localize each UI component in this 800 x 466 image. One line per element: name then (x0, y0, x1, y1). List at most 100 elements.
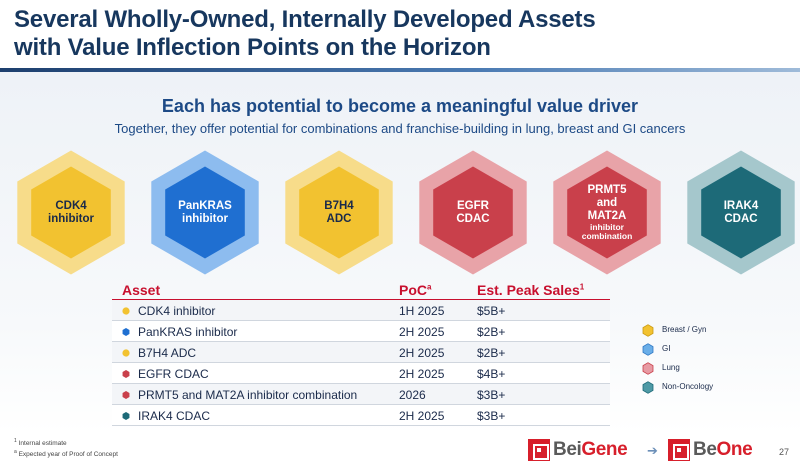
asset-hexagon: CDK4 inhibitor (12, 150, 130, 275)
asset-hexagon: B7H4 ADC (280, 150, 398, 275)
hexagon-label-line: ADC (326, 212, 352, 225)
hexagon-label-line: PanKRAS (178, 199, 232, 212)
footnote-text: Expected year of Proof of Concept (16, 451, 118, 459)
hexagon-inner (31, 166, 111, 259)
legend-item: GI (642, 342, 782, 361)
beone-mark-icon (668, 439, 690, 461)
company-logos: BeiGene ➔ BeOne (528, 438, 768, 462)
legend-hexagon-icon (642, 381, 654, 394)
subtext: Together, they offer potential for combi… (114, 121, 686, 136)
cell-sales: $2B+ (477, 346, 506, 360)
cell-sales: $2B+ (477, 325, 506, 339)
hexagon-label: B7H4 ADC (280, 150, 398, 275)
hexagon-label-line: inhibitor (48, 212, 94, 225)
hexagon-marker-icon (122, 370, 130, 378)
table-row: PanKRAS inhibitor 2H 2025 $2B+ (112, 321, 610, 342)
hexagon-label-line: B7H4 (324, 199, 354, 212)
circle-marker-icon (122, 307, 130, 315)
asset-hexagon: PanKRAS inhibitor (146, 150, 264, 275)
cell-poc: 2026 (399, 388, 426, 402)
footnote: 1 Internal estimate (14, 438, 67, 448)
title-line-1: Several Wholly-Owned, Internally Develop… (14, 6, 596, 33)
legend-hexagon-icon (642, 343, 654, 356)
legend-hexagon-icon (642, 362, 654, 375)
header-poc: PoCa (399, 282, 432, 298)
asset-hexagon: PRMT5 and MAT2A inhibitor combination (548, 150, 666, 275)
cell-asset: B7H4 ADC (138, 346, 197, 360)
subheading: Each has potential to become a meaningfu… (161, 96, 639, 116)
legend-item: Breast / Gyn (642, 323, 782, 342)
legend-label: Breast / Gyn (662, 325, 707, 334)
footnotes: 1 Internal estimate a Expected year of Pr… (14, 437, 118, 459)
legend-item: Non-Oncology (642, 380, 782, 399)
hexagon-label-small: inhibitor (590, 222, 624, 232)
cell-sales: $5B+ (477, 304, 506, 318)
cell-asset: CDK4 inhibitor (138, 304, 216, 318)
hexagon-marker-icon (122, 328, 130, 336)
legend-label: Lung (662, 363, 680, 372)
beone-logo: BeOne (668, 438, 753, 462)
hexagon-inner (433, 166, 513, 259)
hexagon-inner (567, 166, 647, 259)
table-row: PRMT5 and MAT2A inhibitor combination 202… (112, 384, 610, 405)
table-row: IRAK4 CDAC 2H 2025 $3B+ (112, 405, 610, 426)
cell-poc: 1H 2025 (399, 304, 445, 318)
table-row: CDK4 inhibitor 1H 2025 $5B+ (112, 300, 610, 321)
category-legend: Breast / Gyn GI Lung Non-Oncology (642, 323, 782, 399)
slide-title: Several Wholly-Owned, Internally Develop… (14, 6, 596, 62)
legend-label: Non-Oncology (662, 382, 714, 391)
hexagon-label-small: combination (581, 231, 633, 241)
slide-header: Several Wholly-Owned, Internally Develop… (0, 0, 800, 68)
beigene-logo: BeiGene (528, 438, 628, 462)
hexagon-label-line: and (596, 197, 618, 209)
header-rule (0, 68, 800, 72)
hexagon-inner (299, 166, 379, 259)
table-row: EGFR CDAC 2H 2025 $4B+ (112, 363, 610, 384)
cell-poc: 2H 2025 (399, 367, 445, 381)
asset-table: Asset PoCa Est. Peak Sales1 CDK4 inhibit… (112, 280, 610, 426)
legend-item: Lung (642, 361, 782, 380)
title-line-2: with Value Inflection Points on the Hori… (14, 34, 491, 61)
arrow-right-icon: ➔ (647, 443, 658, 458)
hexagon-label: PRMT5 and MAT2A inhibitor combination (548, 150, 666, 275)
footnote: a Expected year of Proof of Concept (14, 449, 118, 459)
table-header: Asset PoCa Est. Peak Sales1 (112, 280, 610, 300)
cell-asset: PRMT5 and MAT2A inhibitor combination (138, 388, 358, 402)
hexagon-label: CDK4 inhibitor (12, 150, 130, 275)
cell-poc: 2H 2025 (399, 409, 445, 423)
cell-sales: $4B+ (477, 367, 506, 381)
header-asset: Asset (122, 282, 161, 298)
hexagon-label-line: CDK4 (55, 199, 87, 212)
hexagon-label-line: IRAK4 (723, 199, 759, 212)
asset-hexagon: EGFR CDAC (414, 150, 532, 275)
header-peak-sales: Est. Peak Sales1 (477, 282, 585, 298)
legend-label: GI (662, 344, 671, 353)
hexagon-marker-icon (122, 391, 130, 399)
circle-marker-icon (122, 349, 130, 357)
cell-asset: PanKRAS inhibitor (138, 325, 238, 339)
cell-poc: 2H 2025 (399, 325, 445, 339)
hexagon-label-line: CDAC (456, 212, 490, 225)
hexagon-label: EGFR CDAC (414, 150, 532, 275)
cell-asset: IRAK4 CDAC (138, 409, 211, 423)
table-row: B7H4 ADC 2H 2025 $2B+ (112, 342, 610, 363)
hexagon-label-line: MAT2A (587, 210, 627, 222)
hexagon-label: PanKRAS inhibitor (146, 150, 264, 275)
beigene-mark-icon (528, 439, 550, 461)
hexagon-label-line: EGFR (457, 199, 489, 212)
page-number: 27 (779, 447, 790, 457)
hexagon-label-line: PRMT5 (587, 184, 627, 196)
table-body: CDK4 inhibitor 1H 2025 $5B+ PanKRAS inhibit… (112, 300, 610, 426)
hexagon-label-line: CDAC (724, 212, 758, 225)
cell-poc: 2H 2025 (399, 346, 445, 360)
cell-sales: $3B+ (477, 388, 506, 402)
hexagon-label-line: inhibitor (182, 212, 228, 225)
hexagon-label: IRAK4 CDAC (682, 150, 800, 275)
cell-sales: $3B+ (477, 409, 506, 423)
asset-hexagon: IRAK4 CDAC (682, 150, 800, 275)
cell-asset: EGFR CDAC (138, 367, 209, 381)
hexagon-marker-icon (122, 412, 130, 420)
hexagon-inner (165, 166, 245, 259)
legend-hexagon-icon (642, 324, 654, 337)
footnote-text: Internal estimate (16, 440, 67, 448)
